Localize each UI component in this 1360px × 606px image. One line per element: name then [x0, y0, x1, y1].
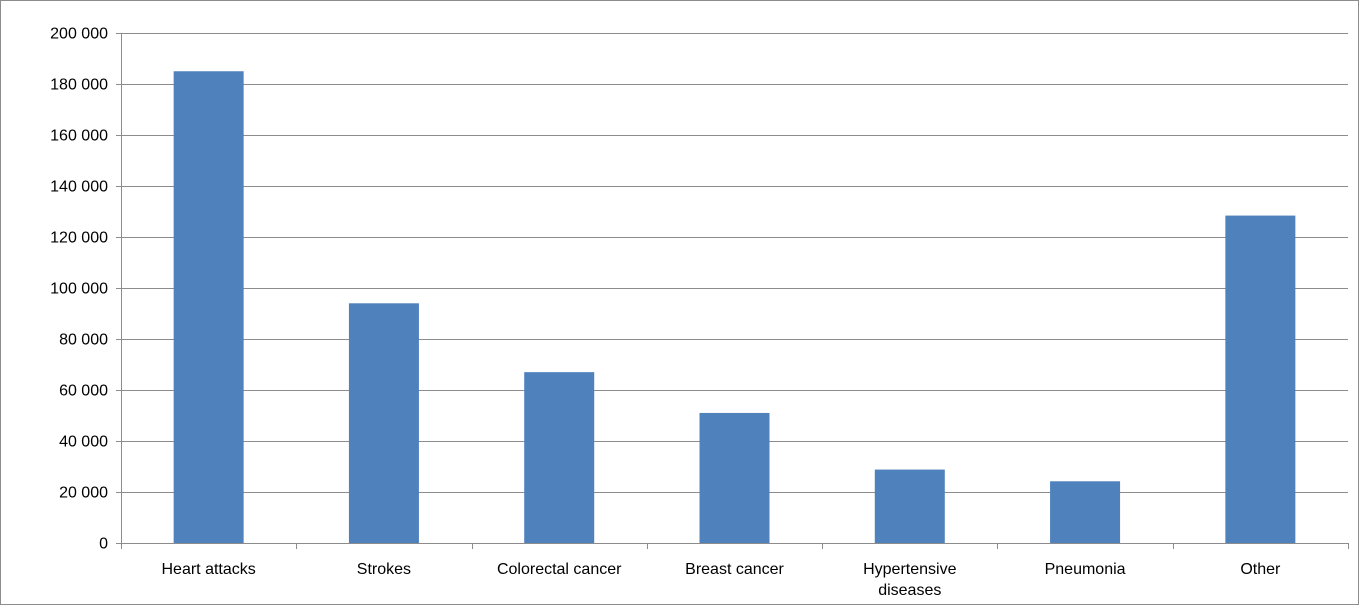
x-tick-label: Hypertensive	[863, 561, 956, 578]
y-tick-label: 160 000	[50, 128, 108, 145]
x-tick-label: diseases	[878, 582, 941, 599]
x-tick-label: Colorectal cancer	[497, 561, 622, 578]
y-tick-label: 180 000	[50, 77, 108, 94]
x-tick-labels: Heart attacks Strokes Colorectal cancer Bre…	[162, 561, 1282, 599]
y-tick-label: 80 000	[59, 332, 108, 349]
bar	[1050, 481, 1121, 543]
x-tick-label: Strokes	[357, 561, 411, 578]
gridlines	[121, 33, 1348, 493]
axes	[116, 33, 1349, 549]
y-tick-label: 60 000	[59, 383, 108, 400]
x-tick-label: Other	[1240, 561, 1281, 578]
y-tick-label: 140 000	[50, 179, 108, 196]
y-tick-label: 100 000	[50, 281, 108, 298]
bar	[524, 372, 595, 543]
x-tick-label: Heart attacks	[162, 561, 256, 578]
bar	[348, 303, 419, 543]
bar	[874, 469, 945, 543]
y-tick-label: 200 000	[50, 26, 108, 43]
y-tick-label: 40 000	[59, 434, 108, 451]
y-tick-label: 120 000	[50, 230, 108, 247]
y-tick-labels: 0 20 000 40 000 60 000 80 000 100 000 120 000 1…	[50, 26, 108, 553]
x-tick-label: Breast cancer	[685, 561, 784, 578]
bar	[173, 71, 244, 543]
x-tick-label: Pneumonia	[1045, 561, 1126, 578]
bars	[173, 71, 1296, 543]
y-tick-label: 0	[99, 536, 108, 553]
y-tick-label: 20 000	[59, 485, 108, 502]
bar	[1225, 215, 1296, 543]
bar	[699, 412, 770, 543]
